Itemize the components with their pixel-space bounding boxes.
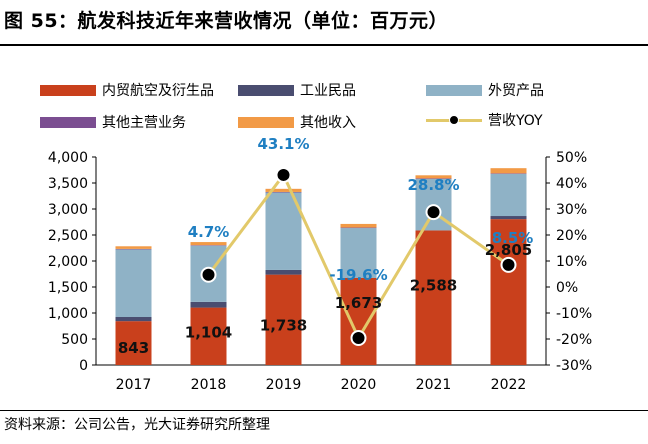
y-left-tick-label: 1,000 — [48, 306, 88, 322]
legend-item-yoy: 营收YOY — [426, 110, 543, 130]
y-left-tick-label: 500 — [61, 332, 88, 348]
bar-segment-industrial — [115, 317, 152, 322]
bar-segment-domestic_aero — [265, 274, 302, 365]
bar-segment-other_income — [340, 223, 377, 228]
y-left-tick-label: 0 — [79, 358, 88, 374]
bar-value-label: 1,673 — [335, 294, 382, 312]
yoy-value-label: 8.5% — [492, 229, 534, 247]
legend-item-domestic-aero: 内贸航空及衍生品 — [40, 80, 214, 100]
bar-segment-other_income — [265, 188, 302, 192]
x-tick-label: 2021 — [416, 377, 452, 393]
yoy-value-label: 43.1% — [257, 135, 309, 153]
legend-swatch-industrial — [238, 84, 294, 96]
source-divider — [0, 410, 648, 411]
bar-value-label: 1,738 — [260, 317, 307, 335]
legend-swatch-other-income — [238, 116, 294, 128]
yoy-point — [500, 256, 517, 273]
y-right-tick-label: -10% — [556, 306, 592, 322]
chart-panel: 0 500 1,000 1,500 2,000 2,500 3,000 3,500 4,000 -… — [0, 48, 648, 408]
bar-segment-domestic_aero — [115, 321, 152, 365]
x-tick-label: 2020 — [341, 377, 377, 393]
legend-label-industrial: 工业民品 — [300, 83, 356, 99]
legend-label-domestic-aero: 内贸航空及衍生品 — [102, 83, 214, 99]
legend-label-main-other: 其他主营业务 — [102, 115, 186, 131]
bar-segment-industrial — [265, 269, 302, 275]
bar-segment-domestic_aero — [190, 307, 227, 365]
x-tick-label: 2019 — [266, 377, 302, 393]
y-right-tick-label: -20% — [556, 332, 592, 348]
legend-label-export: 外贸产品 — [488, 83, 544, 99]
bar-segment-domestic_aero — [490, 219, 527, 365]
bar-segment-export — [490, 173, 527, 217]
yoy-value-label: 4.7% — [188, 223, 230, 241]
y-right-tick-label: 20% — [556, 228, 587, 244]
bar-segment-main_other — [115, 248, 152, 250]
bar-segment-main_other — [190, 245, 227, 246]
bar-value-label: 2,588 — [410, 276, 457, 294]
source-note: 资料来源：公司公告，光大证券研究所整理 — [4, 417, 270, 433]
legend: 内贸航空及衍生品 工业民品 外贸产品 其他主营业务 其他收入 营收YOY — [40, 80, 620, 138]
legend-swatch-main-other — [40, 116, 96, 128]
bar-segment-main_other — [340, 227, 377, 229]
legend-label-other-income: 其他收入 — [300, 115, 356, 131]
bar-segment-main_other — [415, 178, 452, 179]
bar-value-label: 2,805 — [485, 241, 532, 259]
y-left-tick-label: 4,000 — [48, 150, 88, 166]
y-right-tick-label: -30% — [556, 358, 592, 374]
bar-segment-domestic_aero — [415, 230, 452, 365]
bar-value-label: 843 — [118, 339, 149, 357]
y-right-tick-label: 40% — [556, 176, 587, 192]
y-right-tick-label: 0% — [556, 280, 578, 296]
chart-title: 图 55：航发科技近年来营收情况（单位：百万元） — [4, 10, 449, 32]
yoy-value-label: -19.6% — [329, 266, 387, 284]
y-right-tick-label: 50% — [556, 150, 587, 166]
legend-item-other-income: 其他收入 — [238, 112, 356, 132]
legend-item-main-other: 其他主营业务 — [40, 112, 186, 132]
bar-segment-industrial — [190, 301, 227, 308]
y-left-tick-label: 3,000 — [48, 202, 88, 218]
yoy-point — [200, 266, 217, 283]
y-right-tick-label: 30% — [556, 202, 587, 218]
title-divider — [0, 44, 648, 46]
bar-segment-other_income — [115, 246, 152, 249]
y-right-tick-label: 10% — [556, 254, 587, 270]
bar-segment-export — [340, 228, 377, 279]
x-tick-label: 2017 — [116, 377, 152, 393]
legend-swatch-domestic-aero — [40, 84, 96, 96]
bar-segment-main_other — [265, 191, 302, 193]
yoy-point — [425, 204, 442, 221]
yoy-point — [350, 329, 367, 346]
bar-segment-export — [265, 192, 302, 270]
yoy-point — [275, 166, 292, 183]
legend-swatch-export — [426, 84, 482, 96]
bar-segment-other_income — [190, 242, 227, 246]
bar-value-label: 1,104 — [185, 324, 232, 342]
bar-segment-other_income — [415, 175, 452, 179]
legend-swatch-yoy — [426, 113, 482, 127]
bar-segment-industrial — [490, 216, 527, 220]
bar-segment-main_other — [490, 173, 527, 174]
y-left-tick-label: 1,500 — [48, 280, 88, 296]
chart-svg: 0 500 1,000 1,500 2,000 2,500 3,000 3,500 4,000 -… — [48, 135, 592, 393]
legend-label-yoy: 营收YOY — [488, 113, 543, 129]
yoy-value-label: 28.8% — [407, 176, 459, 194]
y-left-tick-label: 3,500 — [48, 176, 88, 192]
legend-item-export: 外贸产品 — [426, 80, 544, 100]
x-tick-label: 2022 — [491, 377, 527, 393]
y-left-tick-label: 2,500 — [48, 228, 88, 244]
x-tick-label: 2018 — [191, 377, 227, 393]
bar-segment-export — [115, 249, 152, 318]
legend-item-industrial: 工业民品 — [238, 80, 356, 100]
bar-segment-other_income — [490, 168, 527, 174]
bar-segment-domestic_aero — [340, 278, 377, 365]
y-left-tick-label: 2,000 — [48, 254, 88, 270]
